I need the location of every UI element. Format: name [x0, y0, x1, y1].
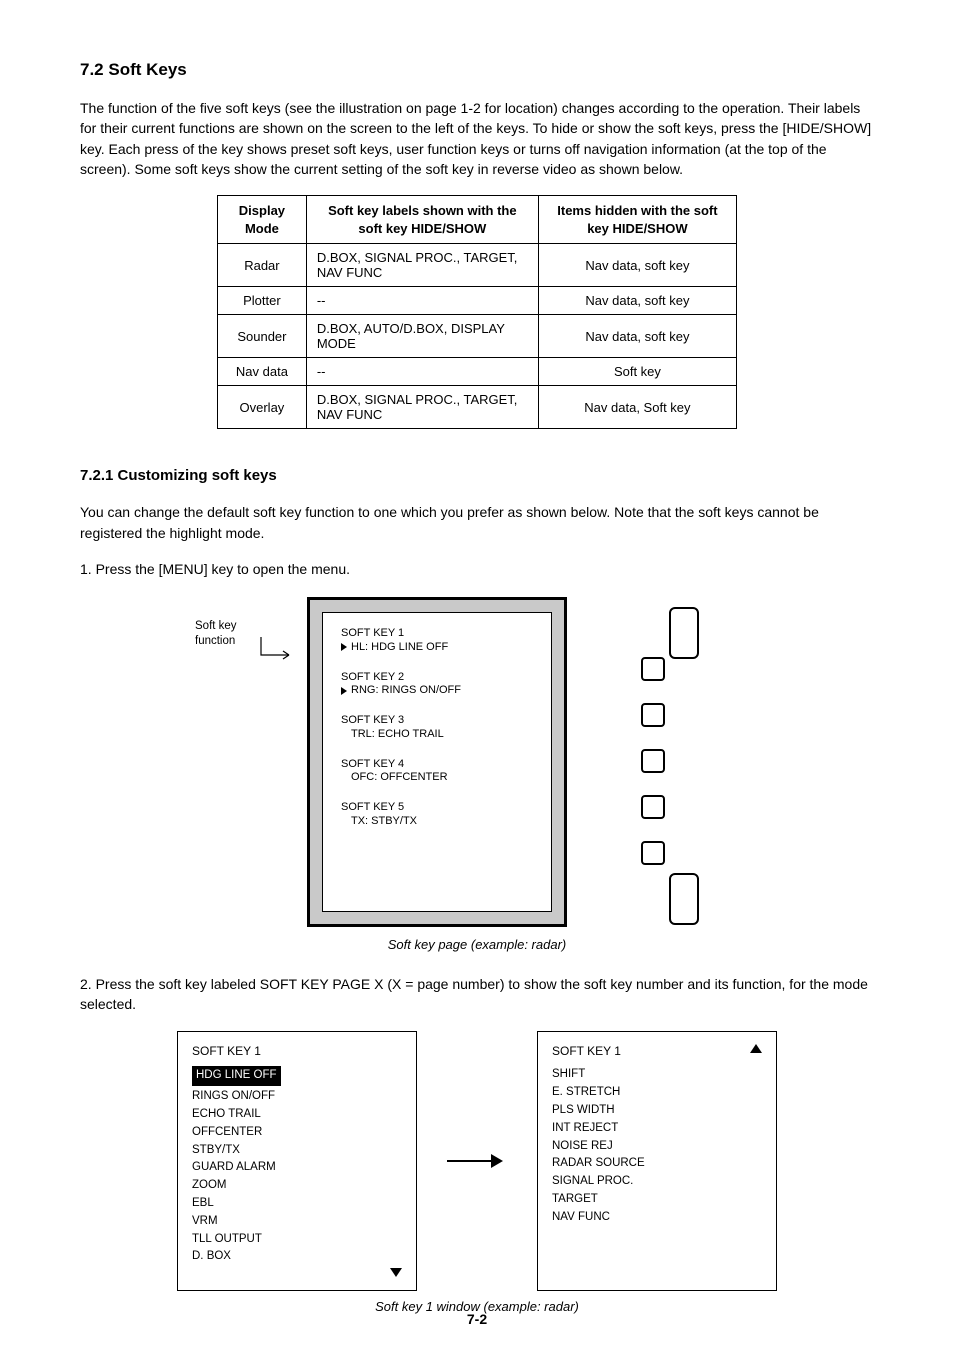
menu-left: SOFT KEY 1 HDG LINE OFF RINGS ON/OFFECHO … [177, 1031, 417, 1291]
device-softkey-button [641, 657, 665, 681]
table-header: Items hidden with the soft key HIDE/SHOW [538, 196, 736, 244]
table-cell: Nav data, soft key [538, 315, 736, 358]
menu-diagram: SOFT KEY 1 HDG LINE OFF RINGS ON/OFFECHO … [80, 1031, 874, 1291]
intro-paragraph: The function of the five soft keys (see … [80, 98, 874, 179]
menu-item: TLL OUTPUT [192, 1231, 402, 1249]
scroll-down-icon [390, 1266, 402, 1284]
subsection-text: You can change the default soft key func… [80, 502, 874, 543]
table-cell: Sounder [218, 315, 307, 358]
table-cell: Plotter [218, 287, 307, 315]
table-cell: Soft key [538, 358, 736, 386]
table-row: Plotter--Nav data, soft key [218, 287, 737, 315]
table-row: SounderD.BOX, AUTO/D.BOX, DISPLAY MODENa… [218, 315, 737, 358]
softkey-entry: SOFT KEY 3TRL: ECHO TRAIL [341, 714, 541, 742]
device-softkey-button [641, 795, 665, 819]
device-softkey-button [641, 749, 665, 773]
menu-item: VRM [192, 1213, 402, 1231]
scroll-up-icon [750, 1042, 762, 1060]
table-cell: D.BOX, SIGNAL PROC., TARGET, NAV FUNC [306, 386, 538, 429]
menu-item: STBY/TX [192, 1142, 402, 1160]
device-softkey-button [641, 841, 665, 865]
section-heading: 7.2 Soft Keys [80, 60, 874, 80]
table-cell: Nav data, soft key [538, 244, 736, 287]
table-header: Display Mode [218, 196, 307, 244]
table-cell: Nav data [218, 358, 307, 386]
menu-title: SOFT KEY 1 [192, 1042, 402, 1061]
device-screen-inner: SOFT KEY 1HL: HDG LINE OFF SOFT KEY 2RNG:… [322, 612, 552, 912]
table-header: Soft key labels shown with the soft key … [306, 196, 538, 244]
subsection-heading: 7.2.1 Customizing soft keys [80, 467, 874, 484]
device-softkey-button [641, 703, 665, 727]
table-row: OverlayD.BOX, SIGNAL PROC., TARGET, NAV … [218, 386, 737, 429]
menu-item: PLS WIDTH [552, 1102, 762, 1120]
menu-item: RINGS ON/OFF [192, 1088, 402, 1106]
menu-item: RADAR SOURCE [552, 1155, 762, 1173]
menu-item: SIGNAL PROC. [552, 1173, 762, 1191]
menu-item: E. STRETCH [552, 1084, 762, 1102]
page-number: 7-2 [0, 1311, 954, 1327]
device-diagram: Soft key function SOFT KEY 1HL: HDG LINE… [80, 597, 874, 927]
pointer-arrow-icon [259, 633, 307, 681]
menu-item: NAV FUNC [552, 1209, 762, 1227]
table-cell: -- [306, 287, 538, 315]
table-cell: Nav data, soft key [538, 287, 736, 315]
device-button [669, 873, 699, 925]
softkey-entry: SOFT KEY 5TX: STBY/TX [341, 801, 541, 829]
triangle-right-icon [341, 687, 347, 695]
table-row: RadarD.BOX, SIGNAL PROC., TARGET, NAV FU… [218, 244, 737, 287]
step-2: 2. Press the soft key labeled SOFT KEY P… [80, 974, 874, 1015]
step-1: 1. Press the [MENU] key to open the menu… [80, 559, 874, 579]
menu-item: NOISE REJ [552, 1138, 762, 1156]
menu-item: ECHO TRAIL [192, 1106, 402, 1124]
device-screen-outer: SOFT KEY 1HL: HDG LINE OFF SOFT KEY 2RNG:… [307, 597, 567, 927]
device-button [669, 607, 699, 659]
menu-item: OFFCENTER [192, 1124, 402, 1142]
menu-item: D. BOX [192, 1248, 402, 1266]
menu-title: SOFT KEY 1 [552, 1042, 762, 1061]
figure-caption: Soft key page (example: radar) [80, 937, 874, 952]
softkey-table: Display Mode Soft key labels shown with … [217, 195, 737, 429]
menu-item: EBL [192, 1195, 402, 1213]
table-cell: Radar [218, 244, 307, 287]
table-cell: -- [306, 358, 538, 386]
menu-item: TARGET [552, 1191, 762, 1209]
menu-item: SHIFT [552, 1066, 762, 1084]
pointer-label: Soft key function [195, 619, 237, 649]
table-cell: Nav data, Soft key [538, 386, 736, 429]
table-cell: Overlay [218, 386, 307, 429]
menu-item-selected: HDG LINE OFF [192, 1066, 281, 1086]
table-cell: D.BOX, AUTO/D.BOX, DISPLAY MODE [306, 315, 538, 358]
table-cell: D.BOX, SIGNAL PROC., TARGET, NAV FUNC [306, 244, 538, 287]
menu-item: GUARD ALARM [192, 1159, 402, 1177]
softkey-entry: SOFT KEY 4OFC: OFFCENTER [341, 758, 541, 786]
table-row: Nav data--Soft key [218, 358, 737, 386]
menu-item: INT REJECT [552, 1120, 762, 1138]
softkey-entry: SOFT KEY 1HL: HDG LINE OFF [341, 627, 541, 655]
triangle-right-icon [341, 643, 347, 651]
device-side-buttons [647, 607, 711, 933]
menu-item: ZOOM [192, 1177, 402, 1195]
arrow-right-icon [447, 1151, 507, 1171]
menu-right: SOFT KEY 1 SHIFTE. STRETCHPLS WIDTHINT RE… [537, 1031, 777, 1291]
softkey-entry: SOFT KEY 2RNG: RINGS ON/OFF [341, 671, 541, 699]
